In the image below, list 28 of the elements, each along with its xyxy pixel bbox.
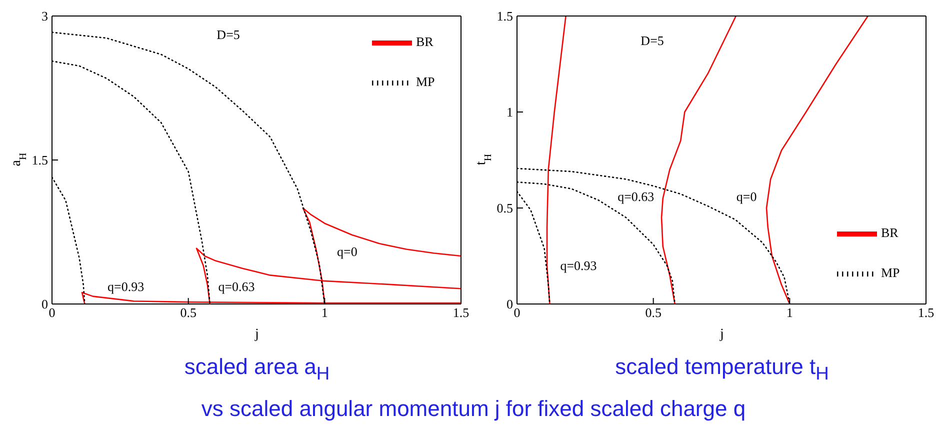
- x-tick-label: 0.5: [645, 305, 662, 320]
- annotation: D=5: [216, 27, 240, 44]
- annotation: D=5: [640, 33, 664, 49]
- annotation: q=0: [337, 244, 358, 260]
- y-tick-label: 1.5: [32, 152, 48, 168]
- x-tick-label: 1.5: [452, 305, 470, 320]
- annotation: q=0.63: [218, 278, 255, 295]
- legend-label: BR: [881, 224, 898, 240]
- annotation: q=0: [736, 189, 757, 206]
- y-tick-label: 1: [506, 104, 513, 120]
- legend-label: MP: [416, 74, 435, 89]
- text: scaled temperature t$_{H}$: [614, 354, 830, 384]
- y-tick-label: 0.5: [496, 200, 513, 216]
- annotation: q=0.93: [108, 278, 144, 295]
- x-tick-label: 0.5: [180, 305, 196, 320]
- x-tick-label: 1: [786, 305, 793, 320]
- x-tick-label: 1.5: [918, 305, 934, 320]
- y-tick-label: 3: [42, 8, 48, 24]
- annotation: q=0.93: [560, 258, 597, 274]
- y-tick-label: 1.5: [496, 8, 513, 24]
- x-tick-label: 1: [321, 305, 328, 320]
- x-axis-title: j: [719, 327, 724, 342]
- annotation: q=0.63: [618, 189, 654, 206]
- x-axis-title: j: [254, 327, 259, 342]
- legend-label: MP: [881, 264, 900, 280]
- text: vs scaled angular momentum j for fixed scaled charge q: [200, 396, 747, 422]
- legend-label: BR: [416, 34, 434, 49]
- text: scaled area a$_{H}$: [183, 354, 331, 384]
